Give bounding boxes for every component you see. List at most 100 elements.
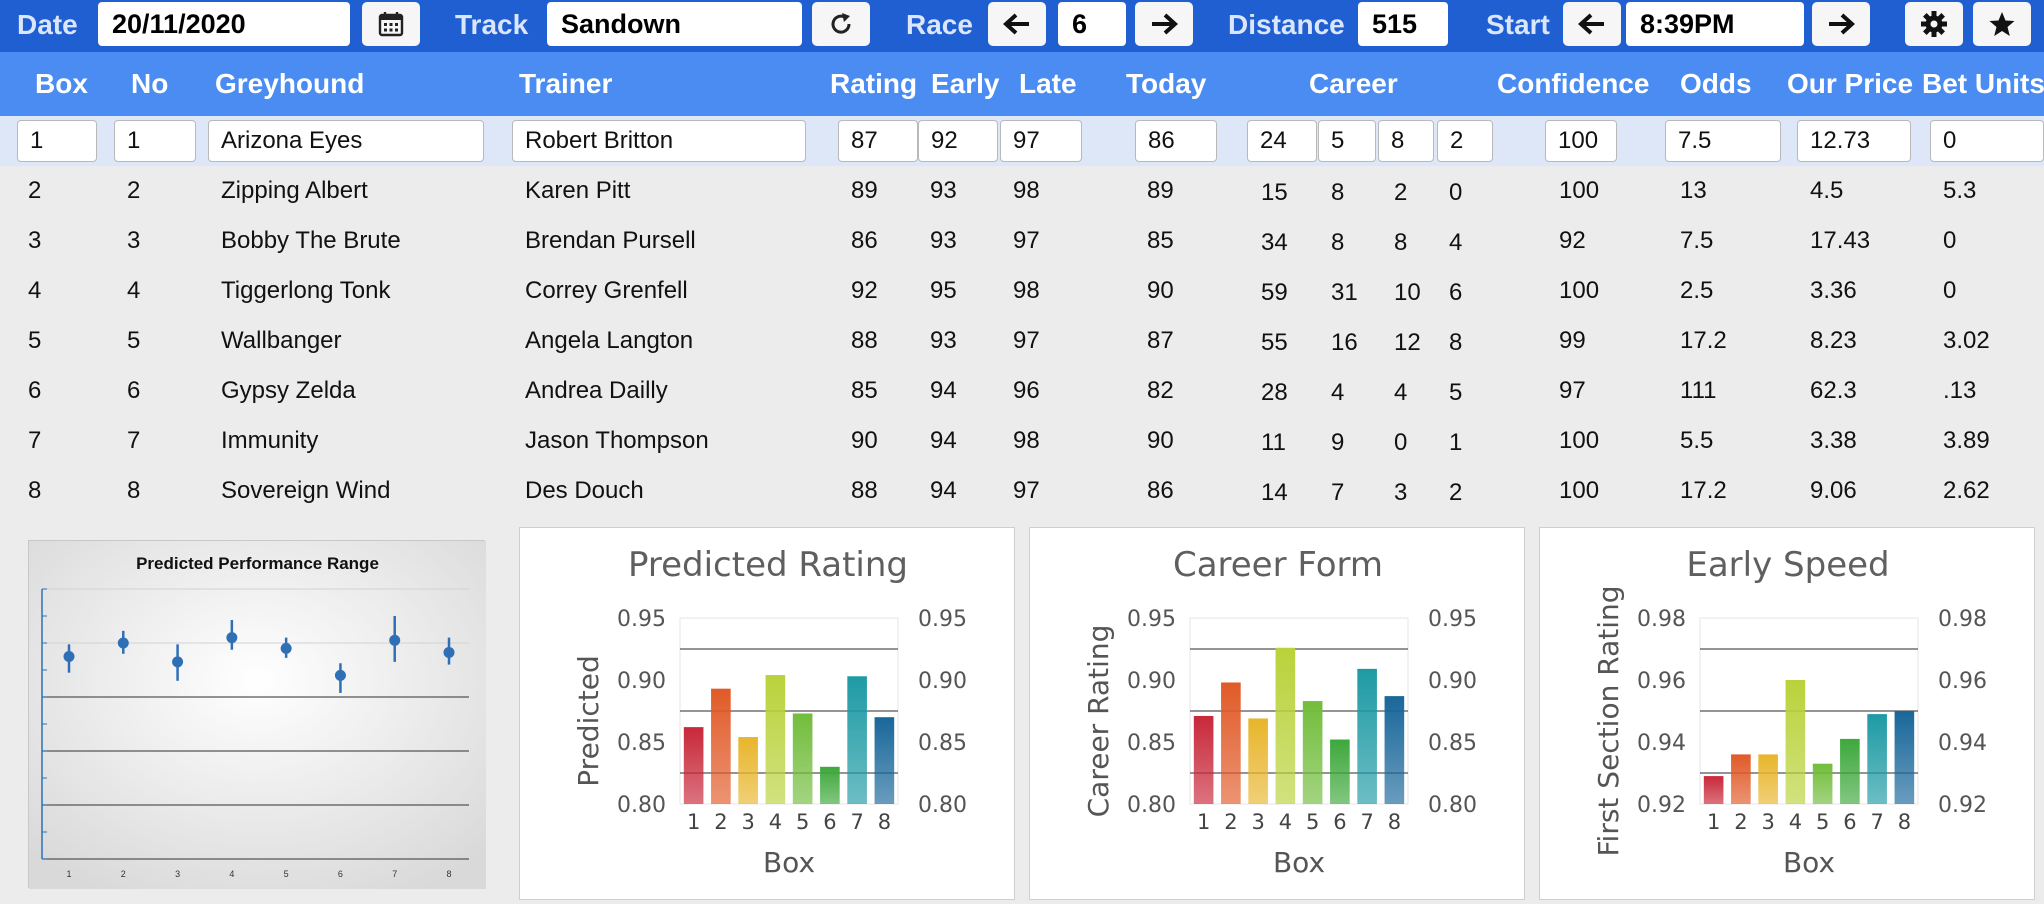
confidence-field[interactable]: 100 <box>1545 120 1617 162</box>
y-tick-label-right: 0.94 <box>1938 731 1987 756</box>
trainer-cell: Jason Thompson <box>525 427 709 454</box>
x-tick-label: 1 <box>1197 810 1210 834</box>
chart-title: Early Speed <box>1686 545 1889 585</box>
x-tick-label: 3 <box>1761 810 1774 834</box>
early-cell: 95 <box>930 277 957 304</box>
settings-button[interactable] <box>1905 2 1963 46</box>
trainer-field[interactable]: Robert Britton <box>512 120 806 162</box>
box-field[interactable]: 1 <box>17 120 97 162</box>
career-starts-cell: 11 <box>1261 429 1286 456</box>
table-row[interactable]: 2 2 Zipping Albert Karen Pitt 89 93 98 89 15 8 2 0 1… <box>0 166 2044 216</box>
performance-range-chart: Predicted Performance Range 1 2 3 4 5 6 7 8 <box>28 540 486 889</box>
col-today[interactable]: Today <box>1126 68 1207 99</box>
col-confidence[interactable]: Confidence <box>1497 68 1650 99</box>
early-cell: 93 <box>930 177 957 204</box>
y-tick-label: 0.98 <box>1637 607 1686 632</box>
track-input[interactable]: Sandown <box>547 2 802 46</box>
col-early[interactable]: Early <box>931 68 1000 99</box>
career-thirds-cell: 6 <box>1449 279 1463 306</box>
career-seconds-field[interactable]: 8 <box>1378 120 1434 162</box>
col-greyhound[interactable]: Greyhound <box>215 68 365 99</box>
late-cell: 98 <box>1013 427 1040 454</box>
early-field[interactable]: 92 <box>918 120 998 162</box>
x-tick-label: 5 <box>1816 810 1829 834</box>
favourite-button[interactable] <box>1973 2 2031 46</box>
col-rating[interactable]: Rating <box>830 68 918 99</box>
col-no[interactable]: No <box>131 68 169 99</box>
col-odds[interactable]: Odds <box>1680 68 1752 99</box>
late-cell: 97 <box>1013 227 1040 254</box>
career-starts-cell: 55 <box>1261 329 1288 356</box>
x-tick-label: 7 <box>850 810 863 834</box>
col-trainer[interactable]: Trainer <box>519 68 613 99</box>
bar <box>820 766 840 804</box>
refresh-button[interactable] <box>812 2 870 46</box>
no-field[interactable]: 1 <box>114 120 196 162</box>
refresh-icon <box>831 13 851 34</box>
bar <box>1840 738 1860 804</box>
today-cell: 82 <box>1147 377 1174 404</box>
start-next-button[interactable] <box>1812 2 1870 46</box>
x-tick-label: 1 <box>687 810 700 834</box>
bet-units-cell: .13 <box>1943 377 1977 404</box>
table-row[interactable]: 8 8 Sovereign Wind Des Douch 88 94 97 86 14 7 3 2 10… <box>0 466 2044 516</box>
x-tick-label: 2 <box>1224 810 1237 834</box>
career-seconds-cell: 3 <box>1394 479 1408 506</box>
our-price-cell: 8.23 <box>1810 327 1857 354</box>
data-point <box>389 634 401 646</box>
y-tick-label: 0.95 <box>617 607 666 632</box>
odds-cell: 2.5 <box>1680 277 1714 304</box>
rating-field[interactable]: 87 <box>838 120 918 162</box>
late-cell: 97 <box>1013 327 1040 354</box>
x-axis-title: Box <box>763 846 815 879</box>
late-field[interactable]: 97 <box>1000 120 1082 162</box>
race-next-button[interactable] <box>1135 2 1193 46</box>
distance-input[interactable]: 515 <box>1358 2 1448 46</box>
bar-chart-svg: Career Form 1 2 3 4 5 6 7 8 0.95 0.95 0.90 0.90 0.85 0… <box>1082 545 1477 879</box>
career-wins-field[interactable]: 5 <box>1318 120 1376 162</box>
start-prev-button[interactable] <box>1563 2 1621 46</box>
col-late[interactable]: Late <box>1019 68 1077 99</box>
our-price-field[interactable]: 12.73 <box>1797 120 1911 162</box>
col-our-price[interactable]: Our Price <box>1787 68 1914 99</box>
col-career[interactable]: Career <box>1309 68 1398 99</box>
confidence-cell: 100 <box>1559 477 1600 504</box>
calendar-button[interactable] <box>362 2 420 46</box>
data-point <box>280 642 292 654</box>
y-tick-label-right: 0.80 <box>918 793 967 818</box>
greyhound-field[interactable]: Arizona Eyes <box>208 120 484 162</box>
table-row[interactable]: 1 1 Arizona Eyes Robert Britton 87 92 97… <box>0 116 2044 166</box>
column-header-row: Box No Greyhound Trainer Rating Early La… <box>0 52 2044 116</box>
no-cell: 8 <box>127 477 141 504</box>
odds-field[interactable]: 7.5 <box>1665 120 1781 162</box>
table-row[interactable]: 3 3 Bobby The Brute Brendan Pursell 86 93 97 85… <box>0 216 2044 266</box>
x-tick-label: 5 <box>1306 810 1319 834</box>
race-input[interactable]: 6 <box>1058 2 1126 46</box>
our-price-cell: 3.36 <box>1810 277 1857 304</box>
table-row[interactable]: 7 7 Immunity Jason Thompson 90 94 98 90 11 9 0 1 100… <box>0 416 2044 466</box>
y-tick-label-right: 0.80 <box>1428 793 1477 818</box>
arrow-left-icon <box>1578 13 1604 35</box>
bet-units-field[interactable]: 0 <box>1930 120 2044 162</box>
no-cell: 7 <box>127 427 141 454</box>
career-wins-cell: 8 <box>1331 179 1345 206</box>
race-prev-button[interactable] <box>988 2 1046 46</box>
bar <box>792 713 813 804</box>
col-bet-units[interactable]: Bet Units <box>1922 68 2044 99</box>
runners-table: 1 1 Arizona Eyes Robert Britton 87 92 97… <box>0 116 2044 516</box>
bar <box>765 675 786 804</box>
y-tick-label-right: 0.95 <box>918 607 967 632</box>
start-time-input[interactable]: 8:39PM <box>1626 2 1804 46</box>
col-box[interactable]: Box <box>35 68 88 99</box>
date-input[interactable]: 20/11/2020 <box>98 2 350 46</box>
table-row[interactable]: 5 5 Wallbanger Angela Langton 88 93 97 87 55 16 12… <box>0 316 2044 366</box>
bar <box>1330 739 1350 804</box>
today-field[interactable]: 86 <box>1135 120 1217 162</box>
box-cell: 3 <box>28 227 42 254</box>
bar <box>1894 711 1915 804</box>
bar <box>847 676 867 804</box>
table-row[interactable]: 6 6 Gypsy Zelda Andrea Dailly 85 94 96 82 28 4 4 5 9… <box>0 366 2044 416</box>
table-row[interactable]: 4 4 Tiggerlong Tonk Correy Grenfell 92 95 98 90… <box>0 266 2044 316</box>
career-starts-field[interactable]: 24 <box>1247 120 1317 162</box>
career-thirds-field[interactable]: 2 <box>1437 120 1493 162</box>
